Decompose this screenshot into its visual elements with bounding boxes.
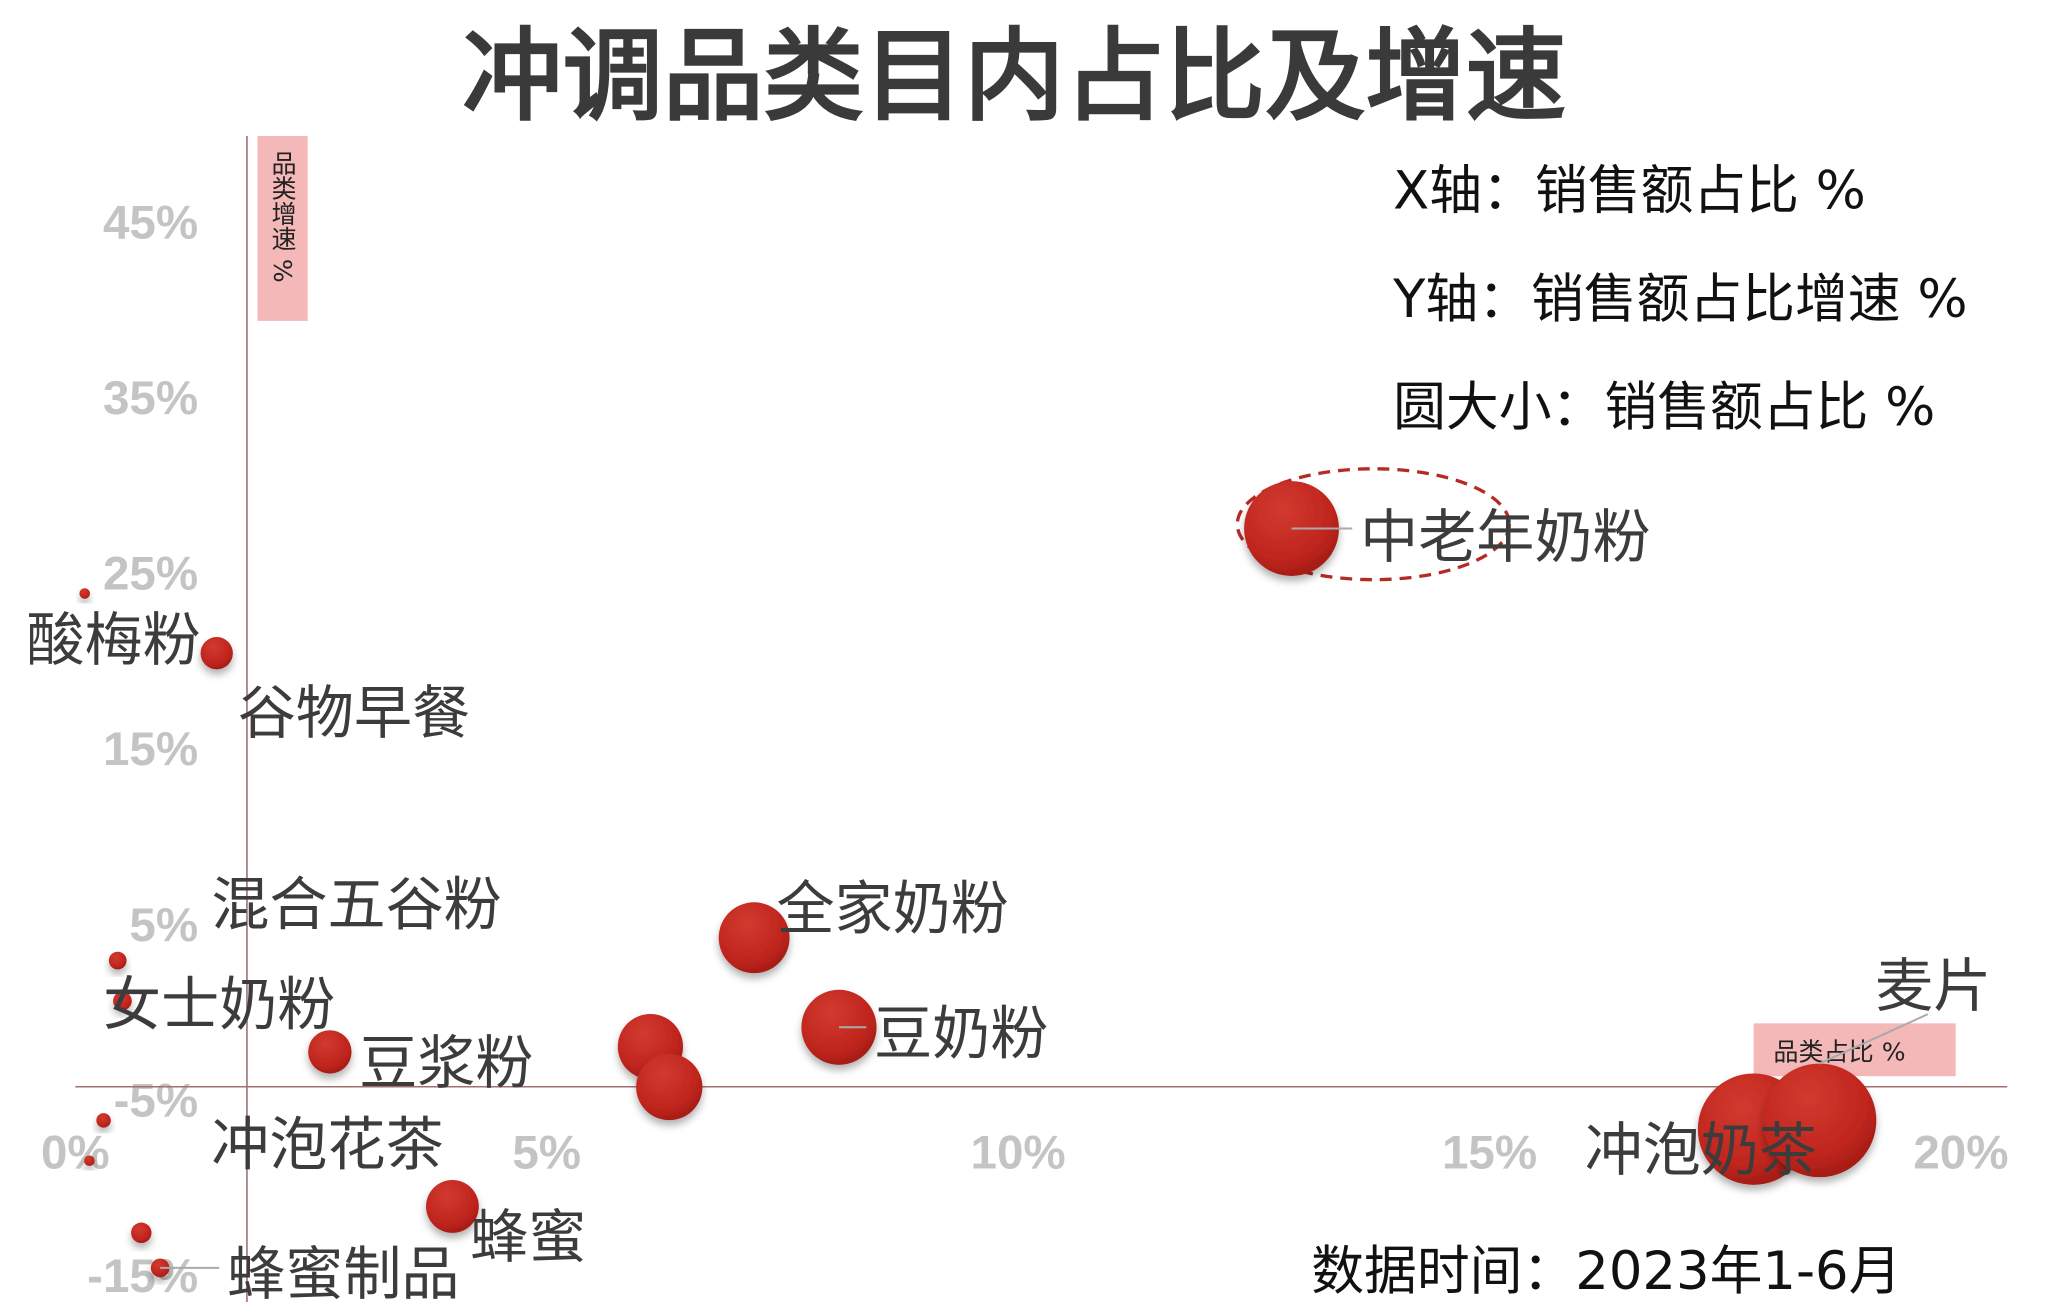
date-note: 数据时间：2023年1-6月 <box>1311 1241 1901 1302</box>
bubble-6 <box>113 991 132 1011</box>
bubble-label: 谷物早餐 <box>238 679 470 747</box>
y-axis-title: 品类增速 % <box>268 151 297 283</box>
bubble-label: 酸梅粉 <box>26 606 200 674</box>
bubble-unlabeled <box>84 1155 95 1167</box>
y-tick-label: 25% <box>103 548 198 601</box>
bubble-label: 蜂蜜制品 <box>227 1240 459 1302</box>
bubble-10 <box>96 1113 111 1128</box>
x-axis-title: 品类占比 % <box>1773 1037 1905 1066</box>
x-tick-label: 0% <box>41 1127 110 1180</box>
y-tick-label: 45% <box>103 196 198 249</box>
y-tick-label: 35% <box>103 372 198 425</box>
bubble-1 <box>79 588 90 599</box>
x-tick-label: 15% <box>1442 1127 1537 1180</box>
bubble-label: 冲泡花茶 <box>211 1111 443 1179</box>
legend-note-size: 圆大小：销售额占比 % <box>1393 377 1935 438</box>
bubble-label: 全家奶粉 <box>776 874 1008 942</box>
y-axis-title-box <box>257 136 308 321</box>
bubble-12 <box>426 1180 479 1233</box>
bubble-unlabeled <box>131 1222 152 1244</box>
bubble-label: 豆奶粉 <box>874 1000 1048 1068</box>
x-axis-title-box <box>1753 1023 1956 1077</box>
bubble-label: 女士奶粉 <box>103 971 335 1039</box>
bubble-16 <box>1762 1063 1877 1178</box>
bubble-7 <box>308 1030 352 1074</box>
leader-line <box>1819 1013 1929 1065</box>
x-tick-label: 5% <box>512 1127 581 1180</box>
y-tick-label: -15% <box>87 1250 198 1302</box>
x-tick-label: 10% <box>971 1127 1066 1180</box>
highlight-ellipse <box>1235 467 1511 582</box>
bubble-2 <box>200 637 233 670</box>
bubble-label: 混合五谷粉 <box>211 870 501 938</box>
bubble-3 <box>718 902 790 974</box>
bubble-unlabeled <box>636 1053 703 1121</box>
legend-note-y: Y轴：销售额占比增速 % <box>1392 269 1967 330</box>
y-tick-label: 15% <box>103 723 198 776</box>
legend-note-x: X轴：销售额占比 % <box>1393 161 1866 222</box>
bubble-label: 中老年奶粉 <box>1360 503 1650 571</box>
bubble-label: 蜂蜜 <box>470 1203 586 1271</box>
bubble-label: 冲泡奶茶 <box>1585 1116 1817 1184</box>
y-tick-label: 5% <box>129 899 198 952</box>
bubble-5 <box>108 951 127 970</box>
x-tick-label: 20% <box>1913 1127 2008 1180</box>
bubble-label: 豆浆粉 <box>359 1029 533 1097</box>
y-tick-label: -5% <box>114 1074 199 1127</box>
chart-title: 冲调品类目内占比及增速 <box>462 18 1566 135</box>
bubble-label: 麦片 <box>1875 952 1991 1020</box>
